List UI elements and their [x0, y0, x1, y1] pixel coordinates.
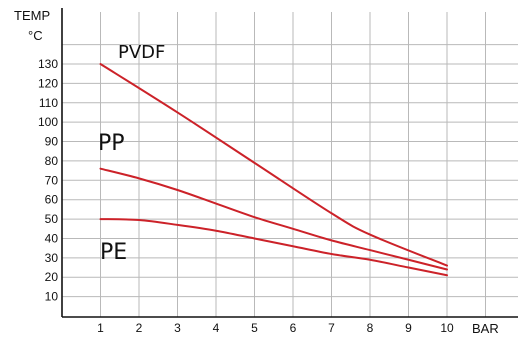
y-tick-label: 70	[45, 173, 59, 187]
x-tick-label: 1	[97, 321, 104, 335]
series-label-pvdf: PVDF	[118, 42, 165, 63]
y-tick-label: 80	[45, 154, 59, 168]
y-tick-label: 10	[45, 290, 59, 304]
y-tick-label: 30	[45, 251, 59, 265]
x-tick-label: 4	[213, 321, 220, 335]
labels: TEMP °C BAR PVDF PP PE	[14, 8, 499, 336]
tick-labels: 10 20 30 40 50 60 70 80 90 100 110 120 130 1 2 3 4 5 6 7 8 9 1…	[38, 57, 454, 335]
y-tick-label: 50	[45, 212, 59, 226]
x-tick-label: 9	[405, 321, 412, 335]
series-label-pp: PP	[98, 131, 125, 156]
series-line-pvdf	[99, 63, 448, 267]
y-tick-label: 110	[39, 96, 58, 110]
x-tick-label: 5	[251, 321, 258, 335]
series-line-pp	[99, 167, 448, 271]
y-axis-unit: °C	[28, 28, 43, 43]
y-tick-label: 20	[45, 270, 59, 284]
y-tick-label: 130	[38, 57, 58, 71]
x-tick-label: 6	[290, 321, 297, 335]
series-label-pe: PE	[100, 240, 127, 265]
y-tick-label: 40	[45, 231, 59, 245]
x-tick-label: 7	[328, 321, 335, 335]
y-tick-label: 100	[38, 115, 58, 129]
axes	[61, 8, 518, 318]
grid	[62, 12, 518, 317]
y-tick-label: 60	[45, 193, 59, 207]
x-tick-label: 8	[367, 321, 374, 335]
series-line-pe	[99, 218, 448, 277]
x-tick-label: 3	[174, 321, 181, 335]
y-tick-label: 120	[38, 76, 58, 90]
y-tick-label: 90	[45, 135, 59, 149]
x-axis-title: BAR	[472, 321, 499, 336]
series-lines	[99, 63, 448, 277]
x-tick-label: 10	[440, 321, 454, 335]
y-axis-title: TEMP	[14, 8, 50, 23]
x-tick-label: 2	[136, 321, 143, 335]
